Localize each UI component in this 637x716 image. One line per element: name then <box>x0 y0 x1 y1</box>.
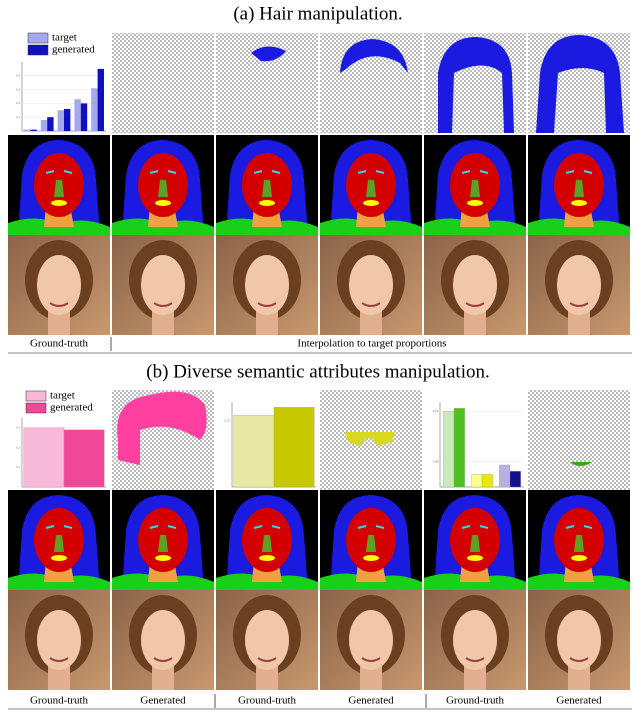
legend-label: generated <box>52 44 95 56</box>
face-photo <box>528 235 630 335</box>
bar <box>454 408 465 487</box>
bar <box>47 117 53 131</box>
legend-label: generated <box>50 402 93 414</box>
face-photo <box>112 235 214 335</box>
bar <box>443 411 454 487</box>
face-photo <box>320 235 422 335</box>
caption: Ground-truth <box>30 338 89 350</box>
y-tick-label: 0.2 <box>16 101 20 105</box>
caption: Generated <box>140 695 186 707</box>
segmentation-map <box>424 135 526 235</box>
y-tick-label: 0.25 <box>225 418 231 422</box>
segmentation-map <box>424 490 526 590</box>
legend-label: target <box>50 390 75 402</box>
bar <box>98 69 104 131</box>
legend-label: target <box>52 32 77 44</box>
bar <box>24 130 30 131</box>
bar <box>510 471 521 487</box>
face-photo <box>8 235 110 335</box>
bar <box>24 428 64 487</box>
segmentation-map <box>216 490 318 590</box>
y-tick-label: 0.24 <box>433 409 439 413</box>
mask-image <box>112 33 214 133</box>
face-photo <box>216 590 318 690</box>
y-tick-label: 0.3 <box>16 87 20 91</box>
figure: (a) Hair manipulation. (b) Diverse seman… <box>0 0 637 711</box>
segmentation-map <box>8 135 110 235</box>
bar <box>30 130 36 131</box>
bar <box>81 103 87 131</box>
section-title: (b) Diverse semantic attributes manipula… <box>146 361 489 382</box>
bar <box>499 465 510 487</box>
mask-image <box>528 390 630 490</box>
face-photo <box>424 235 526 335</box>
bar <box>74 99 80 131</box>
face-photo <box>320 590 422 690</box>
bar <box>482 474 493 487</box>
y-tick-label: 0.1 <box>16 115 20 119</box>
bar <box>64 109 70 131</box>
y-tick-label: 0.08 <box>433 460 439 464</box>
bar <box>41 120 47 131</box>
segmentation-map <box>320 135 422 235</box>
segmentation-map <box>8 490 110 590</box>
caption: Ground-truth <box>30 695 89 707</box>
segmentation-map <box>528 135 630 235</box>
mask-image <box>320 390 422 490</box>
bar <box>64 430 104 487</box>
bar <box>91 88 97 131</box>
bar <box>58 110 64 131</box>
face-photo <box>528 590 630 690</box>
caption: Generated <box>556 695 602 707</box>
segmentation-map <box>320 490 422 590</box>
caption: Interpolation to target proportions <box>297 338 446 350</box>
y-tick-label: 0.1 <box>16 465 20 469</box>
y-tick-label: 0.4 <box>16 73 20 77</box>
segmentation-map <box>112 490 214 590</box>
y-tick-label: 0.3 <box>16 426 20 430</box>
face-photo <box>424 590 526 690</box>
segmentation-map <box>528 490 630 590</box>
caption: Ground-truth <box>446 695 505 707</box>
bar <box>234 415 274 487</box>
section-title: (a) Hair manipulation. <box>233 3 402 24</box>
face-photo <box>216 235 318 335</box>
legend-swatch <box>28 45 48 55</box>
caption: Ground-truth <box>238 695 297 707</box>
face-photo <box>112 590 214 690</box>
caption: Generated <box>348 695 394 707</box>
bar <box>471 474 482 487</box>
legend-swatch <box>26 403 46 413</box>
legend-swatch <box>26 391 46 401</box>
segmentation-map <box>112 135 214 235</box>
face-photo <box>8 590 110 690</box>
segmentation-map <box>216 135 318 235</box>
bar <box>274 407 314 487</box>
y-tick-label: 0.2 <box>16 445 20 449</box>
legend-swatch <box>28 33 48 43</box>
